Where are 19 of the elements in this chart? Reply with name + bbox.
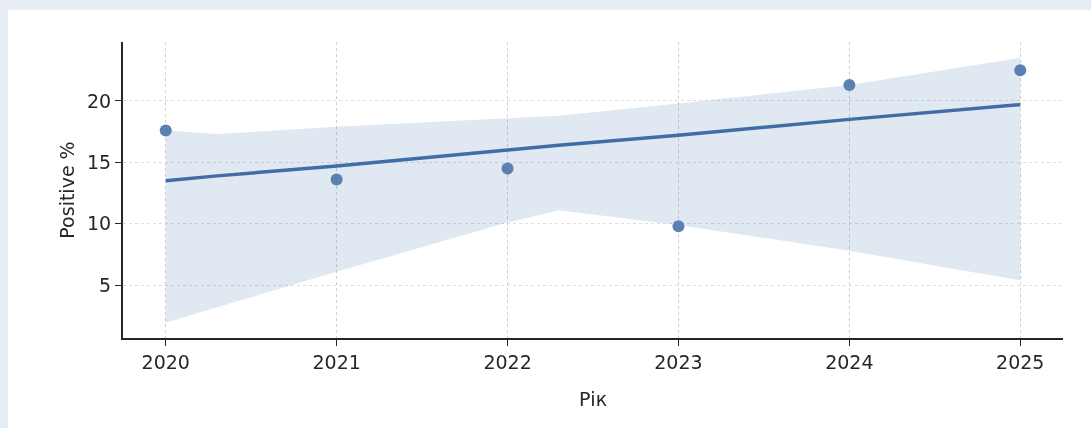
point bbox=[159, 124, 172, 137]
point bbox=[672, 220, 685, 233]
y-tick-label: 20 bbox=[87, 89, 112, 112]
y-tick-label: 5 bbox=[99, 273, 112, 296]
point bbox=[330, 173, 343, 186]
x-tick-label: 2023 bbox=[654, 350, 703, 373]
x-tick-label: 2024 bbox=[825, 350, 874, 373]
y-tick-label: 15 bbox=[87, 151, 112, 174]
x-tick-label: 2022 bbox=[483, 350, 532, 373]
y-tick-label: 10 bbox=[87, 212, 112, 235]
x-tick-label: 2021 bbox=[312, 350, 361, 373]
x-axis-title: Рік bbox=[578, 388, 608, 410]
point bbox=[501, 162, 514, 175]
point bbox=[1014, 64, 1027, 77]
line-series bbox=[163, 102, 1023, 183]
y-axis-title: Positive % bbox=[56, 141, 78, 239]
x-tick-label: 2025 bbox=[996, 350, 1045, 373]
x-tick-label: 2020 bbox=[141, 350, 190, 373]
point bbox=[843, 78, 856, 91]
